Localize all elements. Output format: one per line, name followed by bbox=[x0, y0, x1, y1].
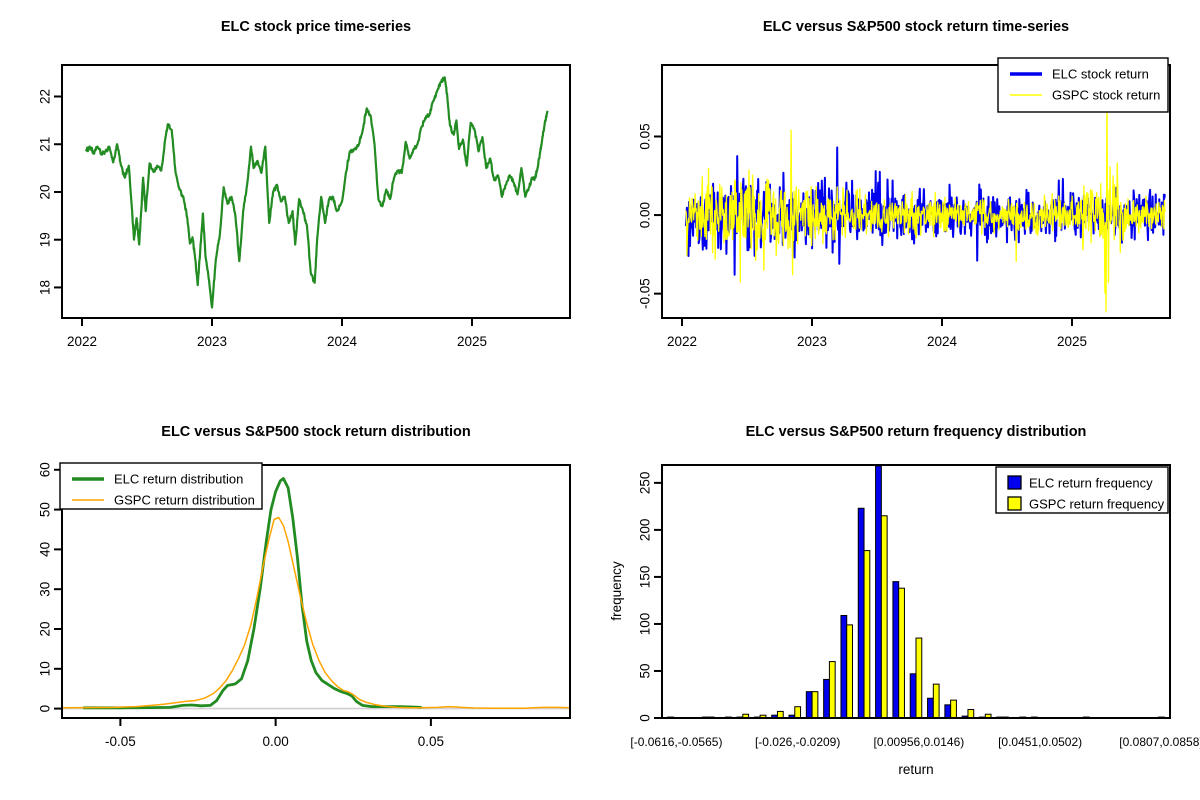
histogram-bar bbox=[857, 507, 865, 719]
y-tick-label: 0.05 bbox=[638, 123, 653, 149]
series-line bbox=[62, 516, 570, 709]
histogram-bar bbox=[846, 624, 854, 719]
histogram-bar bbox=[909, 673, 917, 719]
legend-box bbox=[59, 462, 263, 510]
return-frequency-chart: 0 50 100 150 200 250 [-0.0616,-0.0565) [-0.026,… bbox=[630, 464, 1200, 749]
legend-swatch bbox=[1007, 475, 1022, 490]
histogram-bar bbox=[967, 709, 975, 719]
legend-box bbox=[997, 57, 1169, 113]
legend-label: GSPC return frequency bbox=[1029, 497, 1165, 512]
y-tick-label: 0 bbox=[38, 705, 53, 713]
panel-return-timeseries: ELC versus S&P500 stock return time-seri… bbox=[600, 0, 1200, 400]
y-tick-label: 0.00 bbox=[638, 202, 653, 228]
bin-label: [0.0451,0.0502) bbox=[998, 735, 1082, 749]
histogram-bar bbox=[805, 691, 813, 719]
x-tick-label: 2023 bbox=[197, 334, 227, 349]
x-tick-label: 2022 bbox=[667, 334, 697, 349]
y-tick-label: 50 bbox=[638, 663, 653, 678]
return-timeseries-chart: 2022 2023 2024 2025 -0.05 0.00 0.05 ELC stock r… bbox=[638, 57, 1171, 349]
panel-return-frequency: ELC versus S&P500 return frequency distr… bbox=[600, 400, 1200, 800]
series-line bbox=[83, 477, 422, 710]
panel-price-timeseries: ELC stock price time-series 2022 2023 2024… bbox=[0, 0, 600, 400]
chart-title-price: ELC stock price time-series bbox=[220, 19, 412, 35]
y-tick-label: 21 bbox=[38, 137, 53, 152]
y-tick-label: 30 bbox=[38, 582, 53, 597]
x-tick-label: 2022 bbox=[67, 334, 97, 349]
plot-frame bbox=[661, 64, 1171, 319]
y-tick-label: 22 bbox=[38, 89, 53, 104]
y-tick-label: 10 bbox=[38, 661, 53, 676]
histogram-bar bbox=[950, 699, 957, 719]
histogram-bar bbox=[875, 465, 882, 719]
plot-frame bbox=[61, 464, 571, 719]
panel-return-distribution: ELC versus S&P500 stock return distribut… bbox=[0, 400, 600, 800]
histogram-bar bbox=[880, 515, 888, 719]
bin-label: [-0.0616,-0.0565) bbox=[630, 735, 722, 749]
bin-label: [-0.026,-0.0209) bbox=[755, 735, 840, 749]
return-distribution-chart: -0.05 0.00 0.05 0 10 20 30 40 50 60 ELC return dis… bbox=[38, 462, 571, 749]
histogram-bar bbox=[892, 581, 900, 719]
histogram-bar bbox=[840, 614, 848, 719]
chart-title-returns: ELC versus S&P500 stock return time-seri… bbox=[762, 19, 1070, 35]
y-tick-label: 250 bbox=[638, 472, 653, 495]
y-tick-label: 20 bbox=[38, 621, 53, 636]
histogram-bar bbox=[927, 697, 934, 719]
y-tick-label: 150 bbox=[638, 566, 653, 589]
histogram-bar bbox=[811, 691, 819, 719]
histogram-bar bbox=[863, 550, 871, 719]
x-tick-label: 2024 bbox=[327, 334, 358, 349]
histogram-bar bbox=[823, 678, 830, 719]
y-tick-label: 19 bbox=[38, 232, 53, 247]
x-tick-label: 0.00 bbox=[262, 734, 288, 749]
y-tick-label: 20 bbox=[38, 184, 53, 199]
x-tick-label: 2023 bbox=[797, 334, 827, 349]
series-line bbox=[685, 80, 1166, 313]
x-tick-label: 2024 bbox=[927, 334, 958, 349]
y-tick-label: 0 bbox=[638, 714, 653, 722]
histogram-bar bbox=[828, 661, 836, 719]
y-tick-label: 200 bbox=[638, 519, 653, 542]
x-tick-label: -0.05 bbox=[105, 734, 136, 749]
y-tick-label: 60 bbox=[38, 462, 53, 477]
bin-label: [0.00956,0.0146) bbox=[874, 735, 965, 749]
chart-title-distribution: ELC versus S&P500 stock return distribut… bbox=[161, 424, 471, 440]
x-tick-label: 0.05 bbox=[418, 734, 444, 749]
legend-label: ELC return frequency bbox=[1029, 476, 1153, 491]
y-tick-label: 50 bbox=[38, 502, 53, 517]
y-tick-label: 40 bbox=[38, 542, 53, 557]
x-tick-label: 2025 bbox=[1057, 334, 1087, 349]
chart-title-frequency: ELC versus S&P500 return frequency distr… bbox=[745, 424, 1087, 440]
legend-label: GSPC stock return bbox=[1052, 88, 1160, 103]
y-tick-label: 18 bbox=[38, 280, 53, 295]
x-axis-label-return: return bbox=[898, 762, 934, 777]
legend-swatch bbox=[1007, 496, 1022, 511]
legend-label: ELC return distribution bbox=[114, 472, 243, 487]
plot-frame bbox=[61, 64, 571, 319]
legend-label: GSPC return distribution bbox=[114, 493, 255, 508]
y-tick-label: -0.05 bbox=[638, 278, 653, 309]
histogram-bar bbox=[915, 637, 923, 719]
x-tick-label: 2025 bbox=[457, 334, 487, 349]
histogram-bar bbox=[898, 587, 905, 719]
histogram-bar bbox=[932, 683, 940, 719]
bin-label: [0.0807,0.0858) bbox=[1119, 735, 1200, 749]
plot-frame bbox=[661, 464, 1171, 719]
histogram-bar bbox=[794, 706, 802, 719]
y-tick-label: 100 bbox=[638, 613, 653, 636]
legend-label: ELC stock return bbox=[1052, 67, 1149, 82]
series-line bbox=[84, 76, 549, 309]
histogram-bar bbox=[944, 704, 952, 719]
legend-box bbox=[995, 466, 1169, 514]
price-timeseries-chart: 2022 2023 2024 2025 18 19 20 21 22 bbox=[38, 64, 571, 349]
